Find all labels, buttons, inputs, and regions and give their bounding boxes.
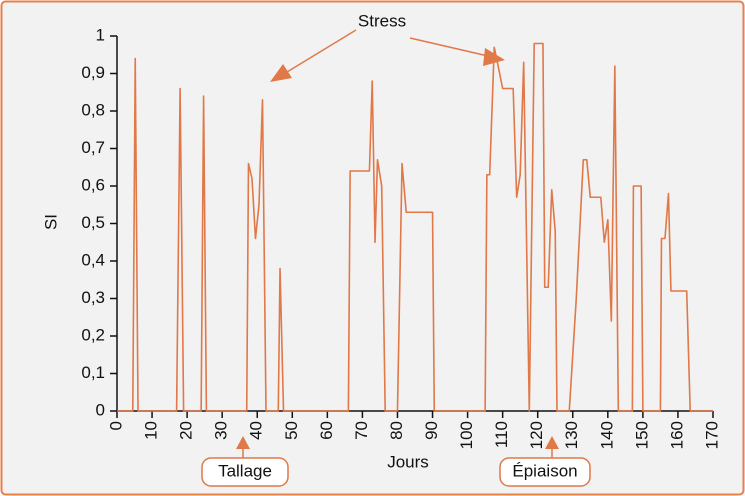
x-tick-label: 110 [492, 421, 511, 448]
x-tick-label: 150 [632, 421, 651, 449]
x-tick-label: 100 [457, 421, 476, 449]
y-tick-label: 1 [96, 25, 105, 44]
x-tick-label: 120 [527, 421, 546, 449]
y-tick-label: 0,4 [81, 250, 105, 269]
y-axis-label: SI [41, 214, 60, 230]
y-tick-label: 0,1 [81, 363, 105, 382]
annotation: Stress [358, 11, 406, 30]
x-tick-label: 10 [142, 421, 161, 440]
x-tick-label: 70 [352, 421, 371, 440]
x-tick-label: 60 [317, 421, 336, 440]
x-tick-label: 160 [667, 421, 686, 449]
x-tick-label: 90 [422, 421, 441, 440]
x-tick-label: 30 [212, 421, 231, 440]
line [117, 42, 713, 412]
annotation-arrows [201, 29, 591, 487]
annotation: Tallage [218, 461, 272, 480]
y-tick-label: 0,2 [81, 325, 105, 344]
y-tick-label: 0,7 [81, 138, 105, 157]
x-tick-label: 0 [106, 421, 125, 430]
y-tick-label: 0,9 [81, 63, 105, 82]
x-tick-label: 40 [247, 421, 266, 440]
y-tick-label: 0 [96, 400, 105, 419]
x-tick-label: 140 [597, 421, 616, 449]
y-tick-label: 0,8 [81, 100, 105, 119]
y-tick-label: 0,6 [81, 175, 105, 194]
y-tick-label: 0,3 [81, 288, 105, 307]
x-tick-label: 80 [387, 421, 406, 440]
x-axis-label: Jours [387, 452, 429, 471]
x-tick-label: 50 [282, 421, 301, 440]
x-tick-label: 20 [177, 421, 196, 440]
annotation: Épiaison [512, 461, 577, 480]
x-tick-label: 130 [562, 421, 581, 449]
y-tick-label: 0,5 [81, 213, 105, 232]
x-tick-label: 170 [702, 421, 721, 449]
